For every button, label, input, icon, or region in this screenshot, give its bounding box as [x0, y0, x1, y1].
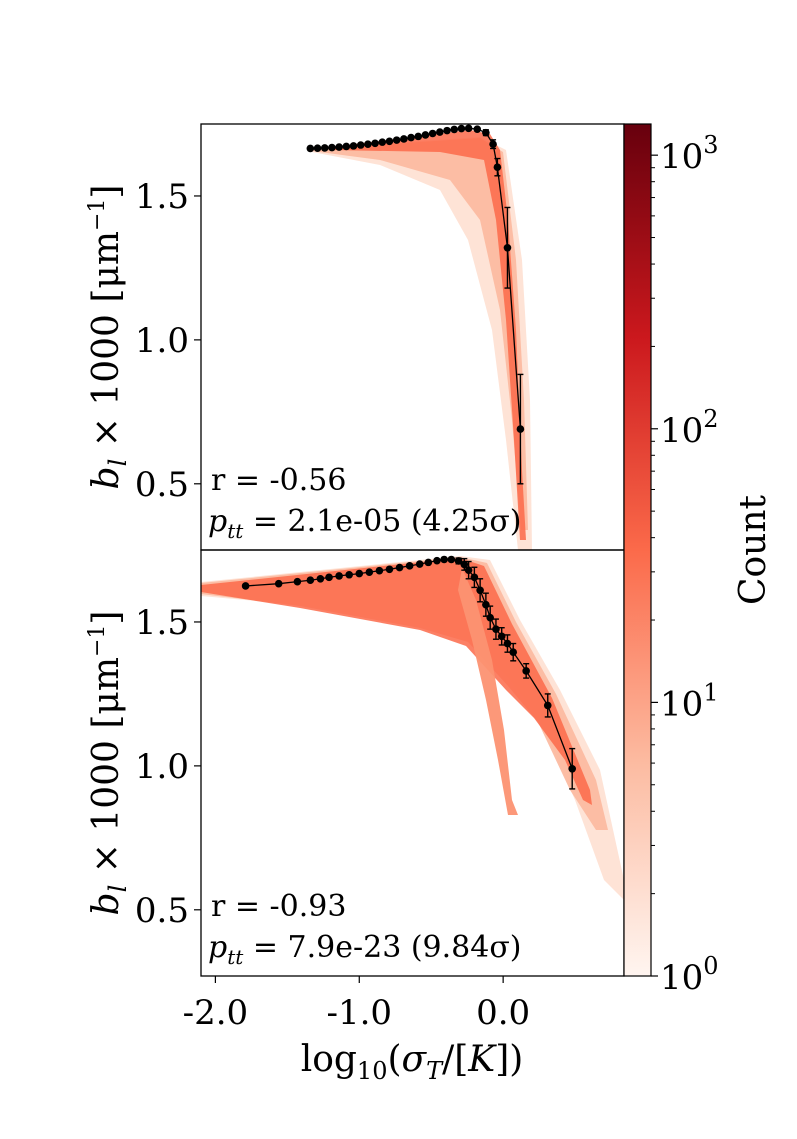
bottom-y-ticks: 0.5 1.0 1.5 — [135, 603, 201, 931]
top-y-ticks: 0.5 1.0 1.5 — [135, 177, 201, 505]
bottom-data-point — [345, 570, 353, 579]
bottom-data-point — [274, 579, 283, 588]
bottom-data-point — [415, 560, 424, 568]
bottom-y-tick-label: 0.5 — [135, 891, 189, 931]
bottom-data-point — [470, 573, 479, 582]
colorbar-tick-label: 102 — [660, 405, 719, 451]
top-y-tick-label: 0.5 — [135, 465, 189, 505]
bottom-data-point — [306, 576, 315, 585]
bottom-annotation-r: r = -0.93 — [211, 889, 346, 924]
bottom-data-point — [424, 558, 433, 567]
top-y-axis-title: bl × 1000 [μm−1] — [85, 185, 132, 490]
bottom-data-point — [241, 582, 250, 590]
top-data-point — [493, 163, 502, 171]
top-data-point — [371, 139, 379, 148]
top-data-point — [342, 142, 351, 151]
top-data-point — [473, 125, 482, 133]
colorbar-gradient — [623, 123, 652, 977]
bottom-y-tick-label: 1.5 — [135, 603, 189, 643]
top-data-point — [421, 131, 430, 139]
bottom-data-point — [293, 577, 302, 586]
colorbar-tick-label: 103 — [660, 131, 719, 177]
bottom-annotation-p: ptt = 7.9e-23 (9.84σ) — [208, 930, 522, 969]
bottom-data-point — [476, 586, 484, 595]
top-y-tick-label: 1.5 — [135, 177, 189, 217]
bottom-data-point — [440, 555, 448, 564]
top-data-point — [356, 141, 365, 149]
top-annotation-p: ptt = 2.1e-05 (4.25σ) — [208, 504, 522, 543]
bottom-data-point — [395, 563, 404, 572]
bottom-data-point — [325, 573, 333, 582]
bottom-data-point — [454, 557, 463, 565]
top-heatmap — [312, 130, 532, 550]
top-data-point — [400, 135, 408, 143]
top-y-tick-label: 1.0 — [135, 321, 189, 361]
top-data-point — [450, 125, 459, 134]
bottom-data-point — [355, 569, 364, 578]
colorbar-tick-label: 100 — [660, 952, 719, 998]
top-density-outer — [312, 137, 532, 550]
top-data-point — [320, 144, 329, 152]
bottom-data-point — [447, 555, 456, 564]
bottom-y-tick-label: 1.0 — [135, 747, 189, 787]
top-data-point — [306, 144, 315, 153]
colorbar-tick-label: 101 — [660, 678, 719, 724]
x-tick-label: -1.0 — [326, 993, 392, 1033]
x-axis-title: log10(σT/[K]) — [301, 1039, 524, 1085]
colorbar-label: Count — [733, 494, 774, 605]
bottom-heatmap — [201, 556, 624, 900]
bottom-data-point — [335, 572, 343, 580]
bottom-data-point — [464, 566, 473, 574]
top-data-point — [464, 124, 473, 133]
bottom-data-point — [568, 764, 577, 773]
top-data-point — [482, 128, 490, 137]
bottom-data-point — [503, 639, 512, 648]
top-data-point — [392, 136, 401, 144]
top-data-point — [335, 143, 343, 151]
top-data-point — [503, 243, 512, 252]
bottom-data-point — [316, 574, 325, 583]
top-data-point — [378, 138, 387, 146]
top-data-point — [349, 142, 358, 150]
bottom-data-point — [543, 701, 552, 710]
top-data-point — [364, 140, 372, 148]
bottom-data-point — [385, 565, 394, 574]
x-tick-label: 0.0 — [476, 993, 530, 1033]
top-panel: 0.5 1.0 1.5 r = -0.56 ptt = 2.1e-05 (4.25σ… — [85, 123, 625, 551]
bottom-data-point — [492, 625, 500, 633]
bottom-density-branch — [458, 568, 518, 815]
top-data-point — [443, 126, 451, 135]
top-binned-line — [306, 124, 525, 485]
top-data-point — [385, 137, 394, 146]
colorbar-ticks: 100 101 102 103 — [651, 131, 719, 998]
x-tick-label: -2.0 — [183, 993, 249, 1033]
bottom-y-axis-title: bl × 1000 [μm−1] — [85, 611, 132, 916]
top-data-point — [457, 124, 466, 133]
top-annotation-r: r = -0.56 — [211, 463, 346, 498]
bottom-data-point — [522, 667, 530, 675]
top-data-point — [328, 143, 336, 152]
bottom-data-point — [375, 566, 384, 575]
bottom-data-point — [482, 600, 490, 609]
top-data-point — [414, 132, 423, 141]
bottom-data-point — [486, 613, 494, 622]
bottom-data-point — [433, 556, 441, 565]
top-data-point — [436, 128, 444, 136]
bottom-x-ticks: -2.0 -1.0 0.0 — [183, 976, 530, 1033]
top-data-point — [313, 144, 322, 152]
top-data-point — [489, 140, 497, 148]
colorbar: 100 101 102 103 Count — [623, 123, 774, 998]
bottom-data-point — [509, 648, 518, 656]
bottom-data-point — [405, 562, 414, 570]
top-data-point — [428, 129, 437, 138]
top-data-point — [516, 425, 525, 433]
bottom-binned-line — [241, 555, 577, 790]
bottom-panel: 0.5 1.0 1.5 -2.0 -1.0 0.0 r = -0.93 ptt = 7.… — [85, 549, 625, 1085]
bottom-data-point — [460, 560, 469, 569]
top-data-point — [407, 133, 415, 142]
bottom-data-point — [365, 568, 374, 576]
bottom-data-point — [497, 632, 506, 641]
